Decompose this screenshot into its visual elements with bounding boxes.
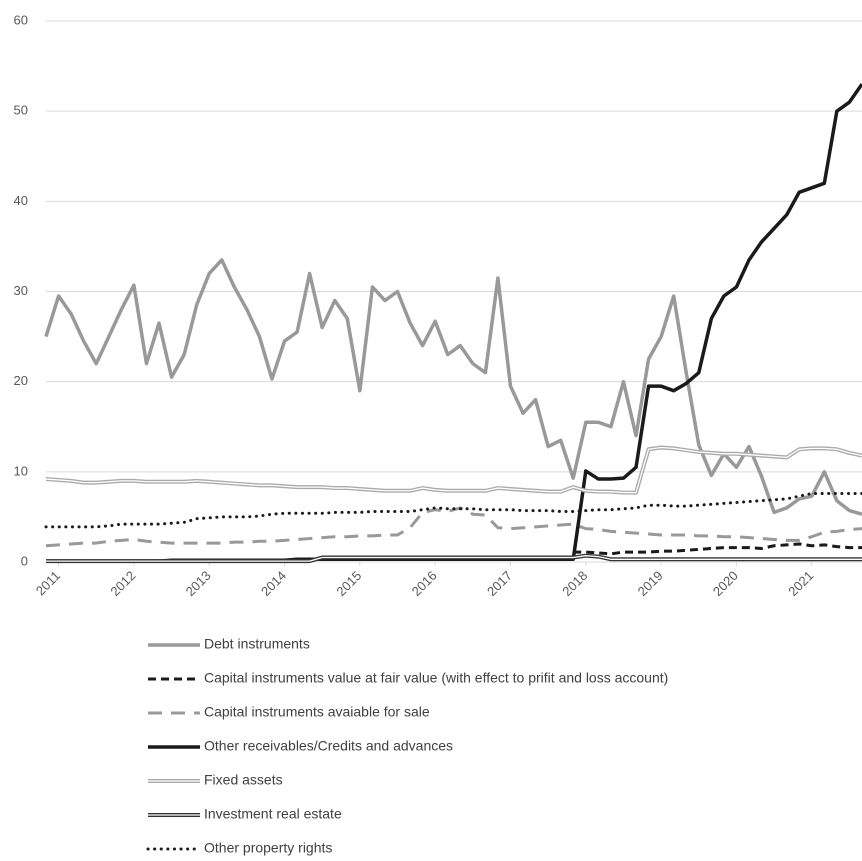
series-line-inner [45,446,862,494]
x-tick-label: 2014 [258,568,289,599]
y-tick-label: 0 [21,553,28,568]
x-tick-label: 2013 [183,568,214,599]
series-line [44,491,862,529]
series-line [45,506,862,548]
series-line [573,542,862,556]
x-tick-label: 2017 [484,568,515,599]
x-tick-label: 2016 [409,568,440,599]
x-tick-label: 2020 [710,568,741,599]
y-tick-label: 30 [14,283,28,298]
legend-label: Debt instruments [204,636,310,652]
y-tick-label: 10 [14,463,28,478]
y-tick-label: 40 [14,193,28,208]
x-tick-label: 2015 [333,568,364,599]
series-line-inner [46,555,862,562]
x-tick-label: 2018 [559,568,590,599]
legend-label: Fixed assets [204,772,283,788]
y-tick-label: 20 [14,373,28,388]
legend-label: Capital instruments value at fair value … [204,670,668,686]
legend-label: Capital instruments avaiable for sale [204,704,430,720]
x-tick-label: 2011 [33,568,63,598]
legend-label: Other receivables/Credits and advances [204,738,453,754]
x-tick-label: 2012 [107,568,138,599]
legend-label: Investment real estate [204,806,342,822]
y-tick-label: 60 [14,12,28,27]
x-tick-label: 2019 [635,568,666,599]
legend-label: Other property rights [204,840,332,856]
y-tick-label: 50 [14,103,28,118]
x-tick-label: 2021 [785,568,816,599]
series-line [44,258,862,516]
